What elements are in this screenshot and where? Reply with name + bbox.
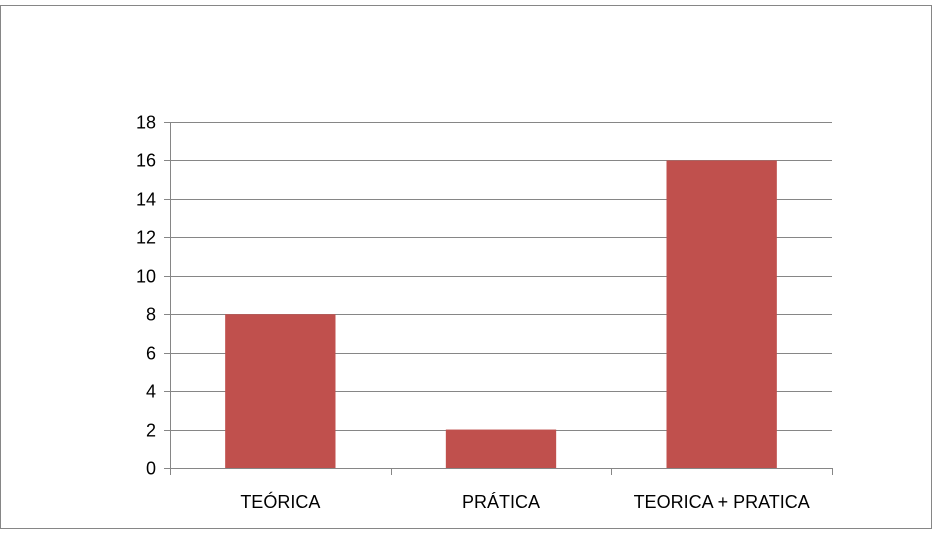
- y-tick-label: 16: [136, 151, 156, 171]
- x-tick-label: TEORICA + PRATICA: [634, 492, 810, 512]
- y-tick-label: 4: [146, 382, 156, 402]
- bars: [225, 160, 777, 468]
- y-tick-label: 2: [146, 421, 156, 441]
- x-tick-labels: TEÓRICA PRÁTICA TEORICA + PRATICA: [240, 491, 809, 512]
- y-tick-label: 18: [136, 113, 156, 133]
- bar: [666, 160, 777, 468]
- x-tick-label: PRÁTICA: [462, 492, 540, 512]
- x-tick-label: TEÓRICA: [240, 491, 320, 512]
- y-tick-label: 14: [136, 190, 156, 210]
- y-tick-label: 10: [136, 267, 156, 287]
- y-tick-labels: 0 2 4 6 8 10 12 14 16 18: [136, 113, 156, 479]
- y-tick-label: 12: [136, 228, 156, 248]
- y-tick-label: 0: [146, 459, 156, 479]
- bar: [445, 429, 557, 468]
- y-tick-label: 8: [146, 305, 156, 325]
- axes: [164, 122, 833, 475]
- y-tick-label: 6: [146, 344, 156, 364]
- bar: [225, 314, 336, 468]
